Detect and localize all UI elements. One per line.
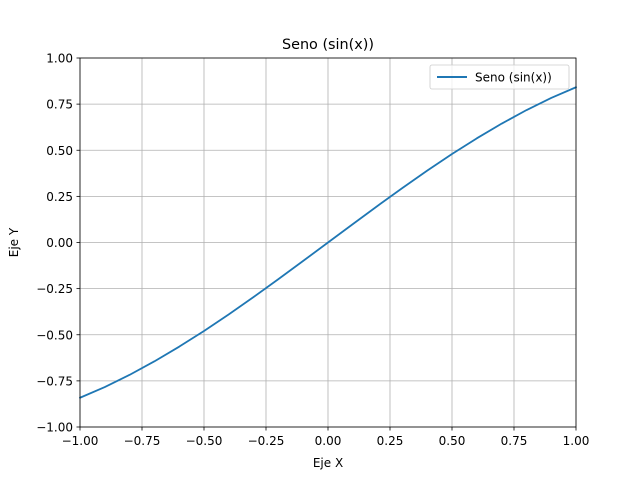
legend-box: [429, 64, 570, 90]
x-tick-label: 0.25: [377, 434, 404, 448]
y-axis: −1.00 −0.75 −0.50 −0.25 0.00 0.25 0.50 0.75 1.00: [36, 52, 80, 435]
y-tick-label: −0.50: [36, 328, 73, 342]
x-axis: −1.00 −0.75 −0.50 −0.25 0.00 0.25 0.50 0.75 1.00: [62, 427, 590, 448]
x-tick-label: −0.25: [248, 434, 285, 448]
y-tick-label: 0.75: [46, 98, 73, 112]
x-axis-label: Eje X: [313, 456, 343, 470]
y-tick-label: 1.00: [46, 52, 73, 66]
y-tick-label: 0.25: [46, 190, 73, 204]
y-tick-label: 0.50: [46, 144, 73, 158]
y-tick-label: −0.75: [36, 374, 73, 388]
y-tick-label: 0.00: [46, 236, 73, 250]
y-axis-label: Eje Y: [7, 227, 21, 257]
legend-label: Seno (sin(x)): [475, 71, 552, 85]
x-tick-label: −0.50: [186, 434, 223, 448]
chart-title: Seno (sin(x)): [282, 37, 374, 53]
x-tick-label: 0.75: [501, 434, 528, 448]
x-tick-label: 0.50: [439, 434, 466, 448]
series-line-seno: [79, 86, 577, 399]
y-tick-label: −0.25: [36, 282, 73, 296]
series-layer: [79, 86, 577, 399]
x-tick-label: −1.00: [62, 434, 99, 448]
legend: Seno (sin(x)): [429, 64, 570, 90]
y-tick-label: −1.00: [36, 421, 73, 435]
x-tick-label: 1.00: [563, 434, 590, 448]
x-tick-label: 0.00: [315, 434, 342, 448]
x-tick-label: −0.75: [124, 434, 161, 448]
